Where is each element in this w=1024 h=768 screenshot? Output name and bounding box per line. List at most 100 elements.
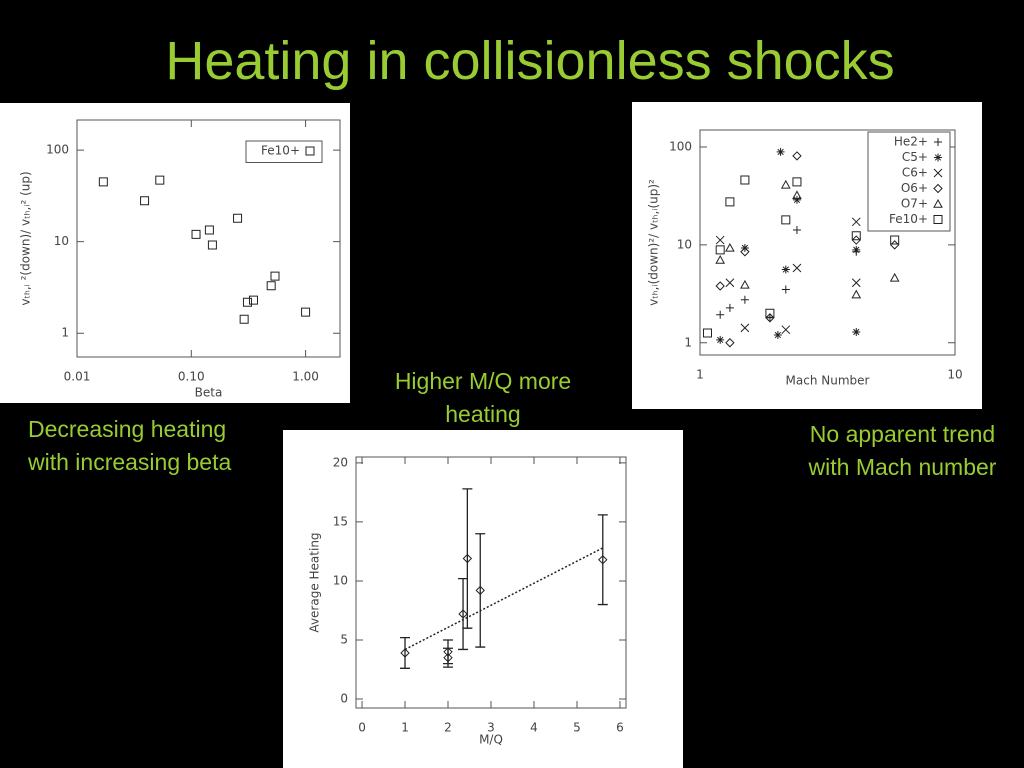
marker [140,196,150,206]
y-tick-label: 1 [684,335,692,349]
legend-label: O6+ [901,181,928,195]
x-tick-label: 2 [444,721,452,735]
marker [242,297,252,307]
marker [740,175,750,185]
x-tick-label: 1 [696,368,704,382]
y-tick-label: 0 [340,692,348,706]
marker [716,335,725,344]
marker [462,553,473,564]
x-tick-label: 0.01 [64,370,91,384]
marker [725,197,735,207]
marker [852,327,861,336]
marker [889,272,900,282]
marker [248,295,258,305]
x-tick-label: 0 [358,721,366,735]
marker [204,225,214,235]
legend-marker [933,198,943,208]
caption: No apparent trend with Mach number [808,421,997,480]
marker [852,245,861,254]
marker [702,328,712,338]
marker [792,263,802,273]
marker [725,303,734,312]
x-tick-label: 4 [530,721,538,735]
marker [851,278,861,288]
marker [792,151,802,161]
marker [780,179,791,189]
legend-marker [933,183,943,194]
legend-label: He2+ [894,135,928,149]
marker [400,648,410,658]
caption: Higher M/Q more heating [394,368,572,427]
marker [740,323,750,333]
marker [598,555,608,565]
x-tick-label: 5 [573,721,581,735]
legend-label: Fe10+ [261,144,300,158]
marker [781,265,790,274]
marker [781,215,791,225]
marker [851,235,861,245]
marker [233,213,243,223]
slide-title: Heating in collisionless shocks [165,31,895,91]
marker [851,217,861,227]
legend-box [245,140,323,163]
y-tick-label: 20 [333,455,348,469]
error-bar [458,577,469,651]
marker [270,271,280,281]
y-tick-label: 1 [61,326,69,340]
y-axis-label: vₜₕ,ᵢ(down)²/ vₜₕ,ᵢ(up)² [647,179,661,306]
error-bar [400,636,411,669]
y-tick-label: 15 [333,514,348,528]
y-tick-label: 10 [333,573,348,587]
legend-marker [933,168,943,178]
plot-frame [699,129,956,356]
y-axis-label: Average Heating [308,532,322,632]
error-bar [443,647,454,668]
marker [725,242,735,252]
plot-frame [355,456,627,709]
legend-label: Fe10+ [889,212,928,226]
x-axis-label: M/Q [479,733,503,747]
marker [715,254,726,264]
legend-marker [934,153,942,162]
x-axis-label: Mach Number [786,374,870,388]
error-bar [462,488,473,629]
error-bar [475,533,486,648]
marker [725,338,735,348]
marker [890,235,900,245]
mq-chart: 0 1 2 3 4 5 6 0 5 10 15 20 M/Q Average Heating [283,430,683,768]
marker [725,278,735,288]
y-tick-label: 10 [677,237,692,251]
marker [776,147,785,156]
marker [792,225,801,234]
legend-marker [305,146,315,156]
legend-label: O7+ [901,197,928,211]
x-tick-label: 1.00 [292,370,319,384]
marker [781,325,791,335]
marker [266,281,276,291]
marker [792,195,801,204]
x-tick-label: 0.10 [178,370,205,384]
marker [851,231,861,241]
marker [207,240,217,250]
x-tick-label: 3 [487,721,495,735]
marker [239,314,249,324]
y-axis-label: vₜₕ,ᵢ ²(down)/ vₜₕ,ᵢ² (up) [19,171,33,305]
y-tick-label: 100 [669,139,692,153]
legend-marker [934,138,942,146]
marker [715,281,725,291]
legend-label: C6+ [902,166,928,180]
y-tick-label: 10 [54,234,69,248]
legend-box [867,131,951,232]
marker [773,331,782,340]
marker [889,240,900,250]
marker [740,279,750,289]
legend-marker [933,215,943,224]
marker [191,229,201,239]
marker [716,310,725,319]
marker [740,295,749,304]
marker [792,190,802,200]
marker [715,235,725,245]
marker [781,285,790,294]
x-tick-label: 1 [401,721,409,735]
